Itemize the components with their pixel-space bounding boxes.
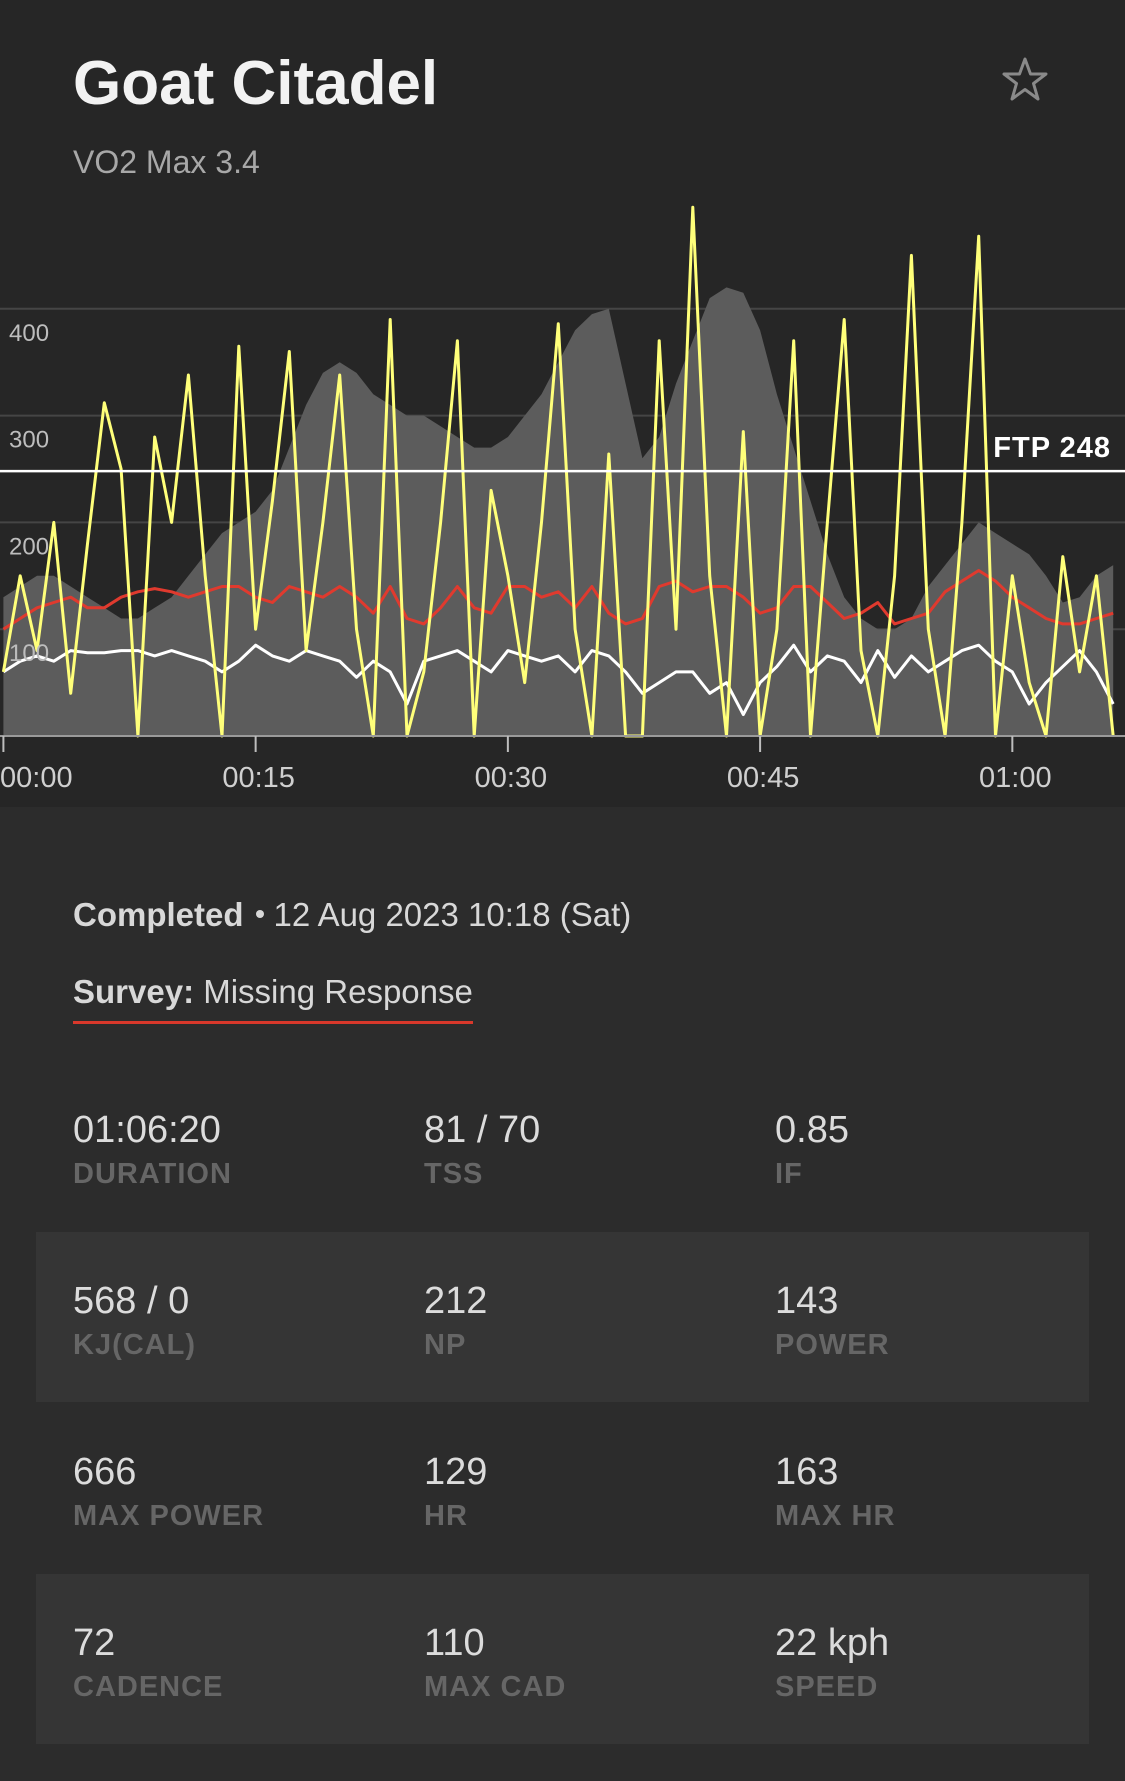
- y-tick-label: 100: [9, 640, 49, 667]
- stat-value: 110: [424, 1622, 485, 1664]
- y-tick-label: 200: [9, 533, 49, 560]
- favorite-star[interactable]: [1000, 55, 1050, 105]
- stat-label: SPEED: [775, 1671, 879, 1703]
- stat-label: MAX HR: [775, 1500, 896, 1532]
- stat-label: CADENCE: [73, 1671, 224, 1703]
- stat-value: 212: [424, 1280, 488, 1322]
- stat-cell: 129 HR: [424, 1451, 764, 1533]
- stat-label: TSS: [424, 1158, 484, 1190]
- stat-value: 129: [424, 1451, 488, 1493]
- y-tick-label: 400: [9, 320, 49, 347]
- stat-cell: 568 / 0 KJ(CAL): [73, 1280, 413, 1362]
- stat-row-band: [36, 1232, 1089, 1402]
- series-line: [1, 205, 1115, 738]
- x-tick-label: 00:45: [727, 762, 800, 794]
- series-line: [2, 643, 1115, 717]
- x-tick-label: 00:15: [222, 762, 295, 794]
- stat-cell: 81 / 70 TSS: [424, 1109, 764, 1191]
- stat-label: HR: [424, 1500, 468, 1532]
- date: 12 Aug 2023 10:18 (Sat): [273, 896, 632, 933]
- stat-cell: 143 POWER: [775, 1280, 1115, 1362]
- chart: 100 200 300 400 00:00 00:15 00:30 00:45 01:00 FTP…: [0, 205, 1125, 794]
- x-tick-label: 00:00: [0, 762, 73, 794]
- ftp-label: FTP 248: [993, 432, 1111, 464]
- stat-value: 143: [775, 1280, 839, 1322]
- stat-cell: 01:06:20 DURATION: [73, 1109, 413, 1191]
- title: Goat Citadel: [73, 49, 439, 118]
- stat-value: 163: [775, 1451, 839, 1493]
- stat-cell: 212 NP: [424, 1280, 764, 1362]
- stat-cell: 163 MAX HR: [775, 1451, 1115, 1533]
- status-line: Completed 12 Aug 2023 10:18 (Sat): [73, 896, 631, 934]
- stat-label: IF: [775, 1158, 803, 1190]
- stat-cell: 22 kph SPEED: [775, 1622, 1115, 1704]
- star-icon: [1002, 57, 1048, 101]
- separator: [255, 910, 264, 919]
- stat-cell: 110 MAX CAD: [424, 1622, 764, 1704]
- stat-value: 0.85: [775, 1109, 849, 1151]
- stat-value: 22 kph: [775, 1622, 890, 1664]
- stat-cell: 72 CADENCE: [73, 1622, 413, 1704]
- stat-value: 568 / 0: [73, 1280, 190, 1322]
- survey-value: Missing Response: [203, 973, 473, 1010]
- survey-link[interactable]: Survey: Missing Response: [73, 973, 473, 1024]
- stat-cell: 0.85 IF: [775, 1109, 1115, 1191]
- stat-value: 72: [73, 1622, 116, 1664]
- stat-cell: 666 MAX POWER: [73, 1451, 413, 1533]
- x-tick-label: 01:00: [979, 762, 1052, 794]
- stat-value: 01:06:20: [73, 1109, 221, 1151]
- y-tick-label: 300: [9, 427, 49, 454]
- stat-label: MAX POWER: [73, 1500, 265, 1532]
- stat-label: KJ(CAL): [73, 1329, 196, 1361]
- survey-label: Survey:: [73, 973, 195, 1010]
- subtitle: VO2 Max 3.4: [73, 144, 260, 180]
- stat-label: DURATION: [73, 1158, 232, 1190]
- stat-value: 666: [73, 1451, 137, 1493]
- series-area: [3, 287, 1114, 736]
- stat-label: POWER: [775, 1329, 890, 1361]
- stat-row-band: [36, 1574, 1089, 1744]
- x-tick-label: 00:30: [475, 762, 548, 794]
- stat-label: NP: [424, 1329, 467, 1361]
- stat-label: MAX CAD: [424, 1671, 567, 1703]
- status: Completed: [73, 896, 244, 933]
- stat-value: 81 / 70: [424, 1109, 541, 1151]
